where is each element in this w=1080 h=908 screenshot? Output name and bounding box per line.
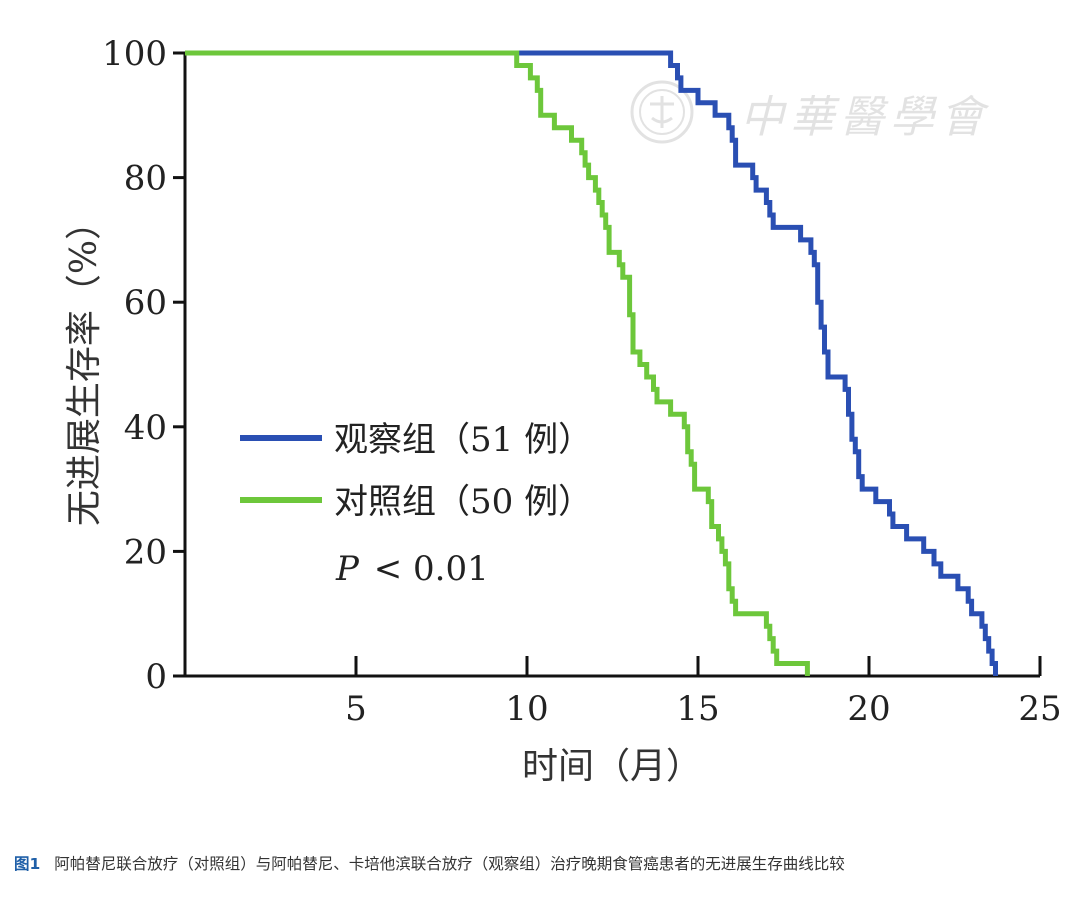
legend-label: 观察组（51 例） (334, 420, 592, 460)
legend: 观察组（51 例） 对照组（50 例） (240, 420, 592, 522)
x-tick-label: 5 (345, 689, 367, 729)
tick-marks: 0 20 40 60 80 100 5 10 15 20 25 (102, 34, 1062, 729)
x-tick-label: 10 (505, 689, 548, 729)
watermark-logo: 中華醫學會 (630, 80, 990, 144)
y-axis-label: 无进展生存率（%） (64, 204, 105, 526)
y-tick-label: 20 (124, 532, 167, 572)
figure-caption-text: 阿帕替尼联合放疗（对照组）与阿帕替尼、卡培他滨联合放疗（观察组）治疗晚期食管癌患… (54, 855, 845, 873)
km-chart: 中華醫學會 0 20 40 60 80 100 5 10 15 20 25 观察组（51 例） 对照组… (64, 34, 1062, 787)
p-rest: < 0.01 (374, 549, 489, 589)
x-tick-label: 25 (1018, 689, 1061, 729)
x-tick-label: 20 (847, 689, 890, 729)
y-tick-label: 80 (124, 159, 167, 199)
y-tick-label: 0 (145, 657, 167, 697)
axes (183, 53, 1040, 678)
p-value-annotation: P < 0.01 (335, 549, 489, 589)
legend-label: 对照组（50 例） (334, 482, 592, 522)
figure-label: 图1 (14, 855, 41, 873)
y-tick-label: 60 (124, 283, 167, 323)
y-tick-label: 40 (124, 408, 167, 448)
x-axis-label: 时间（月） (522, 746, 702, 787)
watermark-text: 中華醫學會 (740, 92, 990, 143)
series-line-observation (185, 50, 998, 676)
p-label: P (335, 549, 360, 589)
x-tick-label: 15 (676, 689, 719, 729)
series-line-control (185, 50, 810, 676)
figure-caption: 图1 阿帕替尼联合放疗（对照组）与阿帕替尼、卡培他滨联合放疗（观察组）治疗晚期食管… (14, 852, 1064, 874)
y-tick-label: 100 (102, 34, 167, 74)
series-layer (185, 50, 998, 676)
